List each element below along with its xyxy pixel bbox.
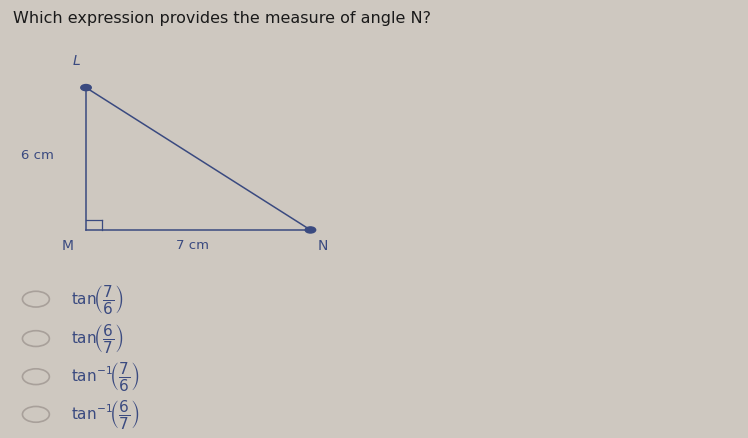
- Circle shape: [81, 85, 91, 91]
- Text: 6 cm: 6 cm: [21, 149, 54, 162]
- Text: N: N: [318, 239, 328, 253]
- Text: $\mathregular{tan}^{-1}\!\left(\dfrac{7}{6}\right)$: $\mathregular{tan}^{-1}\!\left(\dfrac{7}…: [71, 360, 140, 393]
- Circle shape: [305, 227, 316, 233]
- Text: Which expression provides the measure of angle N?: Which expression provides the measure of…: [13, 11, 432, 26]
- Text: $\mathregular{tan}^{-1}\!\left(\dfrac{6}{7}\right)$: $\mathregular{tan}^{-1}\!\left(\dfrac{6}…: [71, 398, 140, 431]
- Text: M: M: [61, 239, 73, 253]
- Text: 7 cm: 7 cm: [177, 239, 209, 252]
- Text: L: L: [73, 54, 81, 68]
- Text: $\mathregular{tan}\!\left(\dfrac{7}{6}\right)$: $\mathregular{tan}\!\left(\dfrac{7}{6}\r…: [71, 283, 123, 316]
- Text: $\mathregular{tan}\!\left(\dfrac{6}{7}\right)$: $\mathregular{tan}\!\left(\dfrac{6}{7}\r…: [71, 322, 123, 355]
